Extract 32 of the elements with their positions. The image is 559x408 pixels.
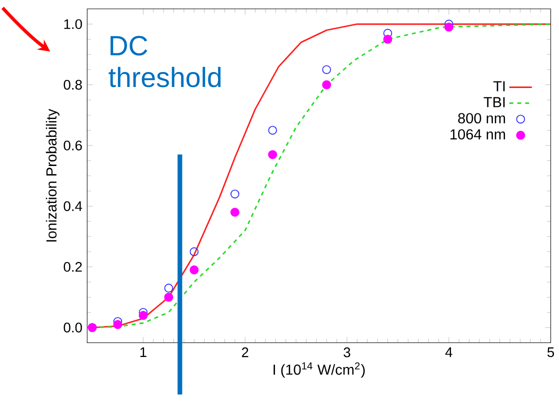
x-tick-label: 1: [140, 347, 146, 357]
y-tick-label: 0.2: [64, 262, 82, 272]
point: [190, 265, 199, 274]
x-tick-label: 5: [547, 347, 554, 358]
point: [190, 247, 199, 256]
point: [113, 320, 122, 329]
y-tick-label: 0.6: [64, 140, 82, 150]
x-axis-title: I (10$^{14}$ W/cm$^{2}$): [274, 362, 365, 378]
y-tick-label: 0.8: [64, 80, 82, 90]
point: [383, 34, 392, 44]
legend-label: 800 nm: [458, 113, 505, 124]
point: [164, 284, 174, 292]
x-tick-label: 4: [445, 347, 452, 357]
point: [164, 292, 174, 302]
point: [322, 65, 332, 74]
ref-line-label: DC threshold: [108, 36, 221, 88]
legend-label: TBI: [484, 97, 505, 108]
x-tick-label: 3: [344, 347, 350, 358]
y-tick-label: 0.0: [64, 322, 82, 332]
point: [322, 80, 332, 90]
y-tick-label: 1.0: [64, 19, 82, 29]
y-axis-title: Ionization Probability: [46, 108, 60, 242]
y-tick-label: 0.4: [64, 201, 82, 212]
x-tick-label: 2: [242, 347, 248, 358]
point: [444, 22, 454, 32]
legend-label: 1064 nm: [450, 129, 505, 140]
legend-label: TI: [493, 81, 505, 92]
point: [230, 208, 240, 217]
point: [268, 126, 278, 135]
point: [138, 310, 148, 320]
point: [268, 150, 278, 160]
point: [230, 190, 240, 198]
